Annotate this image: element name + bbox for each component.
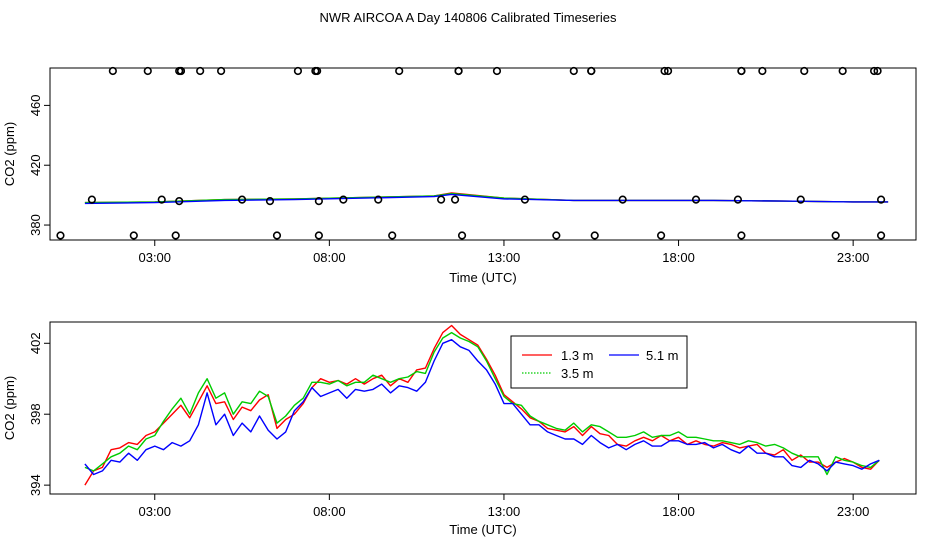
x-tick-label: 13:00 [488, 504, 521, 519]
calibration-point [663, 66, 673, 76]
y-axis-label: CO2 (ppm) [2, 122, 17, 186]
calibration-point [237, 195, 247, 204]
calibration-point [436, 195, 446, 204]
calibration-point [450, 195, 460, 204]
plot-frame [49, 67, 917, 241]
y-tick-label: 420 [28, 154, 43, 176]
x-axis-ticks: 03:00 08:00 13:00 18:00 23:00 [138, 494, 869, 519]
calibration-point [395, 66, 404, 76]
y-axis-ticks: 380 420 460 [28, 95, 50, 236]
calibration-point [737, 231, 746, 240]
calibration-point [196, 66, 205, 76]
calibration-point [869, 66, 879, 76]
calibrated-timeseries-plot: 03:00 08:00 13:00 18:00 23:00 380 420 460 Time… [2, 66, 917, 285]
x-tick-label: 08:00 [313, 250, 346, 265]
calibration-point [293, 66, 303, 76]
legend-entry-1-3m: 1.3 m [522, 348, 594, 363]
series-lines [84, 192, 889, 205]
legend-entry-3-5m: 3.5 m [522, 366, 594, 381]
calibration-point [108, 66, 117, 76]
y-tick-label: 394 [28, 474, 43, 496]
x-tick-label: 08:00 [313, 504, 346, 519]
calibration-point [176, 66, 186, 76]
calibration-point [272, 231, 282, 240]
series-line-5-1-m [84, 339, 880, 476]
figure-title: NWR AIRCOA A Day 140806 Calibrated Times… [320, 10, 617, 25]
x-axis-label: Time (UTC) [449, 522, 516, 537]
legend-entry-5-1m: 5.1 m [609, 348, 679, 363]
calibration-point [590, 231, 599, 240]
calibration-point [831, 231, 840, 240]
calibration-point [618, 195, 627, 204]
x-tick-label: 18:00 [662, 504, 695, 519]
calibration-point [143, 66, 152, 76]
x-axis-ticks: 03:00 08:00 13:00 18:00 23:00 [138, 240, 869, 265]
calibration-point [758, 66, 767, 76]
calibration-point [656, 231, 666, 240]
calibration-point [454, 66, 463, 76]
x-tick-label: 03:00 [138, 504, 171, 519]
y-tick-label: 398 [28, 403, 43, 425]
calibration-point [129, 231, 138, 240]
calibration-point [87, 195, 97, 204]
calibration-point [660, 66, 669, 76]
calibration-point [374, 195, 383, 204]
legend-box [510, 335, 688, 389]
calibration-point [56, 231, 65, 240]
legend-label: 1.3 m [561, 348, 594, 363]
calibration-point [314, 197, 323, 206]
calibration-point [388, 231, 397, 240]
y-axis-ticks: 394 398 402 [28, 332, 50, 496]
series-line-5-1-m [84, 193, 889, 205]
calibration-point [876, 195, 886, 204]
x-tick-label: 03:00 [138, 250, 171, 265]
calibration-point [457, 231, 467, 240]
y-axis-label: CO2 (ppm) [2, 376, 17, 440]
x-tick-label: 18:00 [662, 250, 695, 265]
series-line-3-5-m [84, 331, 880, 476]
calibration-point [737, 66, 746, 76]
calibration-point [217, 66, 226, 76]
calibration-point [171, 231, 180, 240]
x-tick-label: 23:00 [837, 504, 870, 519]
calibration-point [314, 231, 323, 240]
y-tick-label: 380 [28, 214, 43, 236]
x-axis-label: Time (UTC) [449, 270, 516, 285]
co2-by-height-plot: 03:00 08:00 13:00 18:00 23:00 394 398 402 Time… [2, 321, 917, 537]
calibration-point [733, 195, 743, 204]
y-tick-label: 460 [28, 95, 43, 117]
calibration-point [796, 195, 805, 204]
y-tick-label: 402 [28, 332, 43, 354]
x-tick-label: 13:00 [488, 250, 521, 265]
calibration-point [569, 66, 578, 76]
calibration-point [175, 197, 184, 206]
series-lines [84, 324, 880, 486]
legend-label: 5.1 m [646, 348, 679, 363]
calibration-point [876, 231, 886, 240]
plot-frame [49, 321, 917, 495]
calibration-point [838, 66, 847, 76]
calibration-point [265, 197, 275, 206]
calibration-point [873, 66, 882, 76]
calibration-point [800, 66, 809, 76]
calibration-point [520, 195, 530, 204]
legend-label: 3.5 m [561, 366, 594, 381]
x-tick-label: 23:00 [837, 250, 870, 265]
calibration-point [339, 195, 348, 204]
calibration-point [552, 231, 561, 240]
calibration-point [492, 66, 502, 76]
calibration-point [587, 66, 596, 76]
calibration-point [691, 195, 701, 204]
calibration-point [313, 66, 322, 76]
legend: 1.3 m 3.5 m 5.1 m [510, 335, 688, 389]
calibration-point [157, 195, 166, 204]
calibration-points [56, 66, 886, 240]
